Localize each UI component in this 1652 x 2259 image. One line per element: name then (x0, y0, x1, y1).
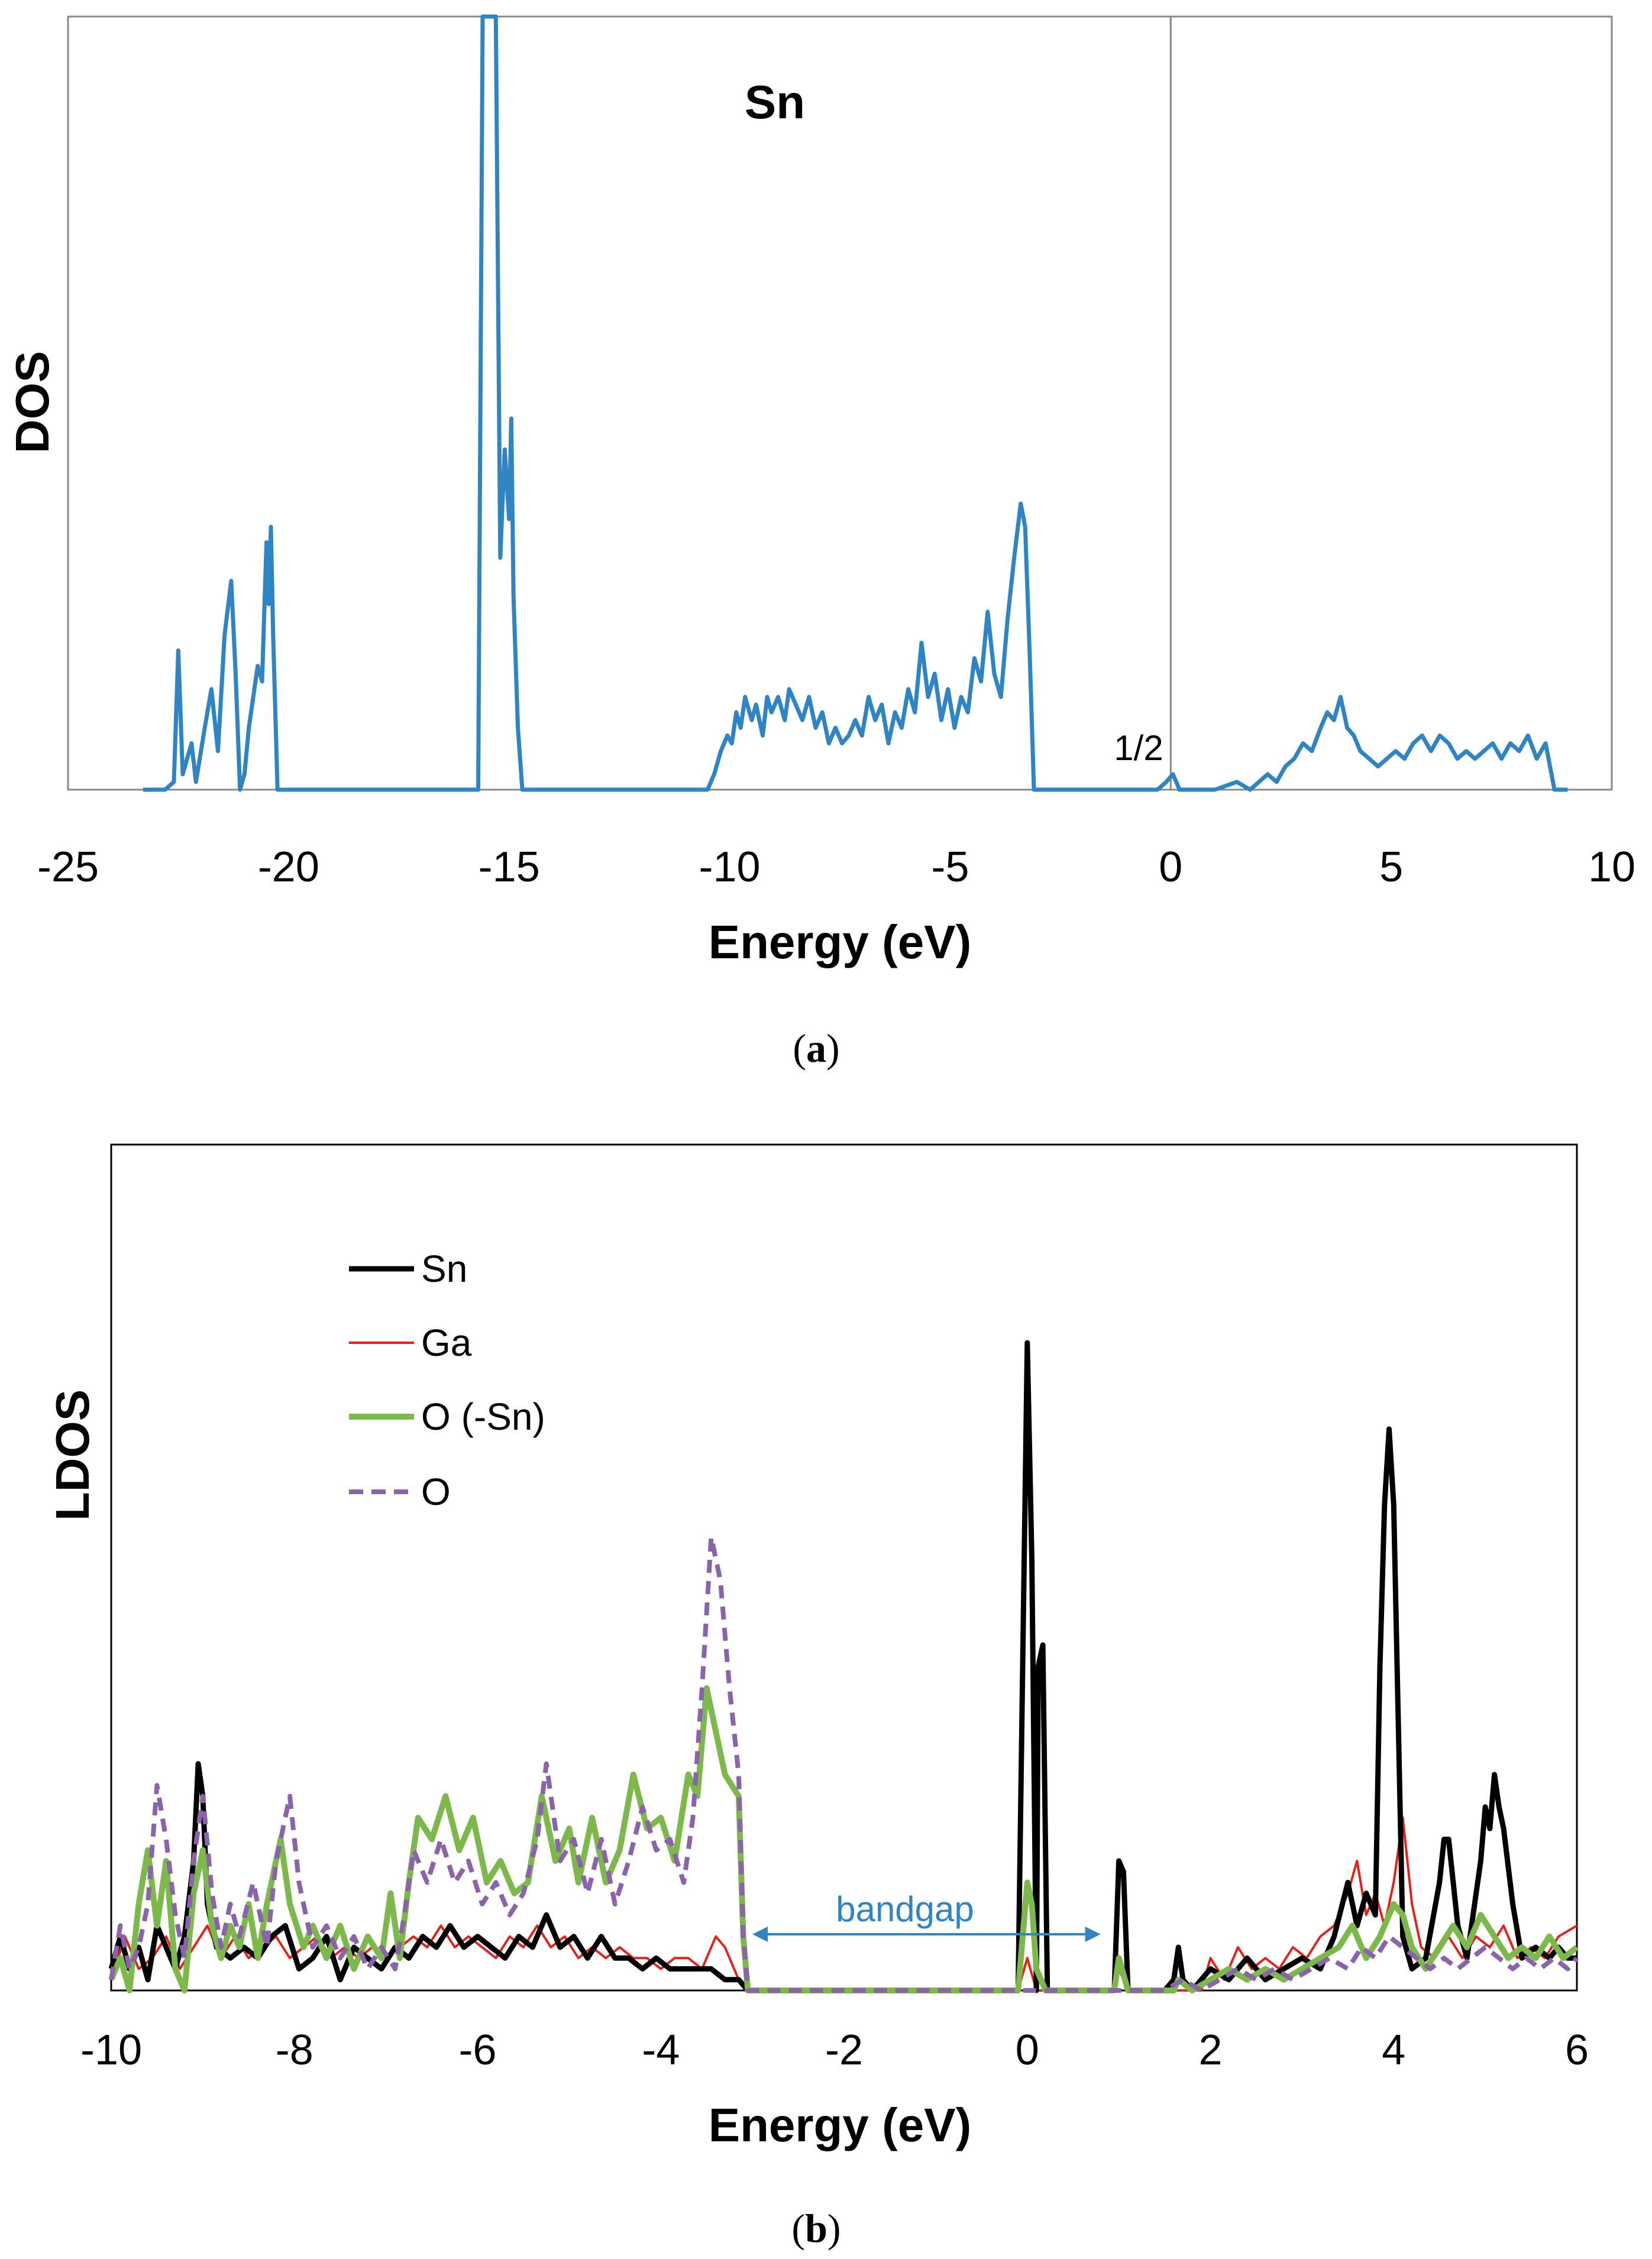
x-tick-label-b: -2 (825, 2027, 863, 2074)
x-tick-label-b: 4 (1382, 2027, 1405, 2074)
ldos-series-b (108, 1340, 1579, 1993)
panel-b-ldos-chart: bandgap Sn Ga O (-Sn) O -10 -8 -6 -4 -2 0 2 4 6 Ene… (46, 1143, 1589, 2251)
series-line-o-sn-b (108, 1685, 1579, 1993)
x-tick-label-b: -8 (276, 2027, 313, 2074)
x-tick-label-a: -10 (699, 844, 761, 891)
caption-a: (a) (793, 1026, 839, 1071)
caption-letter-b: b (805, 2206, 827, 2251)
x-tick-label-a: -15 (479, 844, 540, 891)
x-tick-labels-b: -10 -8 -6 -4 -2 0 2 4 6 (80, 2027, 1589, 2074)
chart-title-a: Sn (745, 76, 805, 128)
legend-label: Sn (421, 1248, 467, 1290)
x-tick-label-b: 0 (1016, 2027, 1039, 2074)
caption-letter-a: a (806, 1026, 826, 1071)
x-tick-label-a: 5 (1379, 844, 1403, 891)
caption-b: (b) (791, 2206, 840, 2251)
x-axis-label-a: Energy (eV) (709, 916, 972, 968)
x-tick-label-b: -4 (642, 2027, 680, 2074)
bandgap-arrowhead-left (752, 1927, 768, 1942)
x-tick-label-b: 6 (1565, 2027, 1589, 2074)
x-tick-label-a: 0 (1159, 844, 1182, 891)
series-line-o-b (109, 1534, 1579, 1993)
bandgap-arrowhead-right (1085, 1927, 1101, 1942)
x-tick-label-a: -25 (37, 844, 99, 891)
legend-label: Ga (421, 1321, 472, 1364)
y-axis-label-a: DOS (6, 351, 59, 453)
x-tick-labels-a: -25 -20 -15 -10 -5 0 5 10 (37, 844, 1635, 891)
legend-label: O (-Sn) (421, 1395, 545, 1438)
panel-a-dos-chart: Sn 1/2 -25 -20 -15 -10 -5 0 5 10 Energy (eV) DO… (6, 14, 1635, 1071)
y-axis-label-b: LDOS (46, 1389, 99, 1521)
plot-frame-a (67, 15, 1613, 791)
legend: Sn Ga O (-Sn) O (349, 1248, 545, 1513)
x-tick-label-b: -6 (458, 2027, 496, 2074)
legend-label: O (421, 1471, 451, 1513)
series-line-sn-a (143, 14, 1568, 792)
bandgap-arrow (752, 1927, 1101, 1942)
half-annotation: 1/2 (1114, 728, 1163, 768)
x-tick-label-a: -20 (258, 844, 319, 891)
x-axis-label-b: Energy (eV) (709, 2099, 972, 2151)
x-tick-label-b: -10 (80, 2027, 142, 2074)
x-tick-label-a: 10 (1588, 844, 1635, 891)
x-tick-label-b: 2 (1198, 2027, 1222, 2074)
x-tick-label-a: -5 (931, 844, 969, 891)
bandgap-label: bandgap (836, 1889, 974, 1929)
dos-series-a (143, 14, 1568, 792)
